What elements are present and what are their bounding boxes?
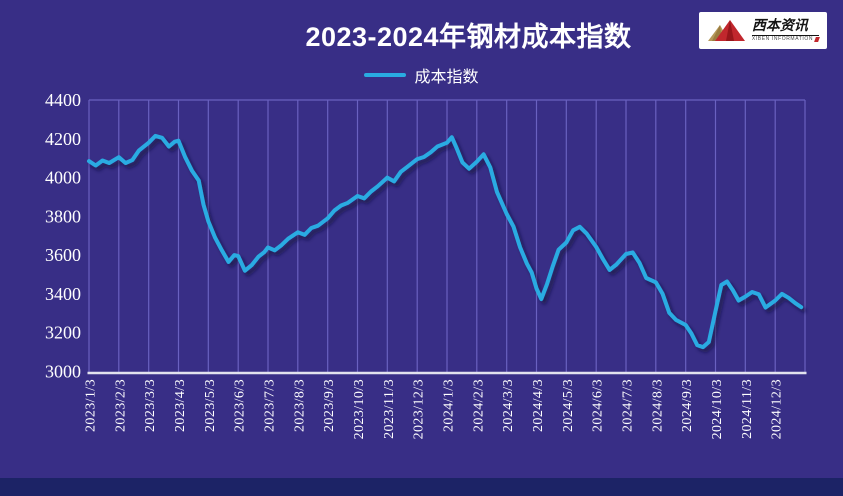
x-tick-label: 2024/11/3 [740,379,755,439]
x-tick-label: 2024/12/3 [770,379,785,439]
x-tick-label: 2024/2/3 [471,379,486,432]
legend: 成本指数 [0,63,843,87]
logo-subtext: XIBEN INFORMATION [751,35,821,42]
gridlines [88,99,806,373]
logo-subtext-label: XIBEN INFORMATION [751,35,814,42]
x-tick-label: 2024/7/3 [621,379,636,432]
x-tick-label: 2023/7/3 [263,379,278,432]
y-tick-label: 4400 [45,90,81,110]
x-tick-label: 2024/1/3 [442,379,457,432]
x-tick-label: 2023/8/3 [292,379,307,432]
y-tick-label: 4000 [45,168,81,188]
x-tick-label: 2024/8/3 [650,379,665,432]
x-tick-label: 2024/5/3 [561,379,576,432]
y-tick-label: 3000 [45,362,81,382]
x-tick-label: 2023/1/3 [84,379,99,432]
series-line [87,133,804,350]
y-axis-labels: 4400 4200 4000 3800 3600 3400 3200 3000 [45,90,81,382]
x-tick-label: 2023/3/3 [143,379,158,432]
cost-index-line [87,133,804,350]
x-tick-label: 2023/2/3 [113,379,128,432]
y-tick-label: 3800 [45,206,81,226]
x-tick-label: 2023/6/3 [233,379,248,432]
bottom-strip [0,478,843,496]
x-tick-label: 2023/11/3 [382,379,397,439]
x-axis-labels: 2023/1/3 2023/2/3 2023/3/3 2023/4/3 2023/5/3… [84,379,785,439]
y-tick-label: 3600 [45,245,81,265]
x-tick-label: 2023/4/3 [173,379,188,432]
chart-title: 2023-2024年钢材成本指数 [305,22,632,52]
x-tick-label: 2023/5/3 [203,379,218,432]
x-tick-label: 2024/6/3 [591,379,606,432]
mountain-logo-icon [707,19,745,41]
logo-text: 西本资讯 XIBEN INFORMATION [751,19,821,42]
logo: 西本资讯 XIBEN INFORMATION [699,12,827,49]
logo-name: 西本资讯 [751,19,820,36]
y-tick-label: 3200 [45,323,81,343]
legend-label: 成本指数 [414,69,479,86]
x-tick-label: 2024/3/3 [501,379,516,432]
legend-line-swatch [364,73,407,77]
y-tick-label: 4200 [45,129,81,149]
x-tick-label: 2023/12/3 [412,379,427,439]
x-tick-label: 2024/4/3 [531,379,546,432]
x-tick-label: 2023/10/3 [352,379,367,439]
x-tick-label: 2023/9/3 [322,379,337,432]
x-tick-label: 2024/9/3 [680,379,695,432]
y-tick-label: 3400 [45,284,81,304]
x-tick-label: 2024/10/3 [710,379,725,439]
